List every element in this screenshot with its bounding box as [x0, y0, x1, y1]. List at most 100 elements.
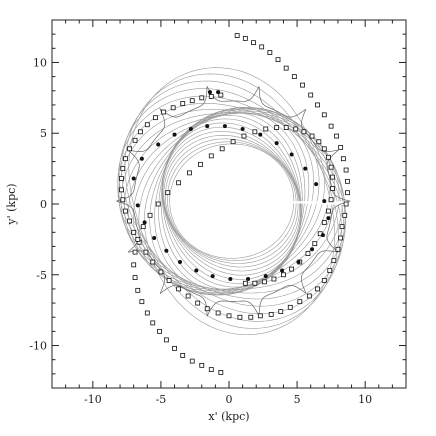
open-square-point [189, 358, 195, 364]
x-axis-label: x' (kpc) [208, 410, 249, 423]
open-square-point [198, 161, 203, 167]
open-square-point [315, 286, 320, 292]
open-square-point [241, 133, 247, 139]
open-square-point [187, 170, 192, 176]
open-square-point [308, 92, 314, 98]
open-square-point [267, 50, 273, 55]
open-square-point [293, 126, 299, 132]
filled-point [228, 277, 233, 282]
open-square-point [132, 249, 138, 255]
open-square-point [176, 286, 182, 292]
open-square-point [289, 266, 295, 272]
open-square-point [321, 219, 327, 225]
open-square-point [278, 309, 284, 314]
open-square-point [274, 125, 280, 130]
orbit-loop [117, 95, 346, 307]
open-square-point [157, 328, 162, 334]
orbit-loop [121, 80, 343, 322]
open-square-point [199, 95, 205, 101]
open-square-point [163, 337, 169, 343]
open-square-point [218, 370, 224, 375]
filled-point [246, 277, 251, 282]
orbit-loop [133, 109, 331, 293]
open-square-point [138, 129, 143, 135]
open-square-point [120, 166, 126, 172]
open-square-point [176, 180, 182, 186]
orbit-loop [128, 67, 335, 336]
open-square-point [306, 293, 312, 299]
open-square-point [150, 320, 156, 326]
filled-point [177, 260, 182, 265]
open-square-point [139, 299, 145, 305]
open-square-point [331, 258, 337, 264]
open-square-point [132, 275, 138, 281]
open-square-point [338, 144, 344, 150]
open-square-point [170, 105, 176, 111]
open-square-point [127, 218, 133, 224]
open-square-point [248, 314, 254, 320]
filled-point [296, 260, 301, 265]
open-square-point [316, 139, 322, 145]
open-square-point [283, 125, 289, 130]
open-square-point [271, 276, 277, 282]
open-square-point [237, 314, 243, 320]
filled-point [207, 90, 212, 95]
y-tick-label: 10 [33, 56, 47, 69]
open-square-point [189, 98, 195, 104]
open-square-point [230, 139, 236, 145]
filled-point [258, 132, 263, 137]
orbit-trails [117, 67, 347, 336]
open-square-point [345, 190, 350, 196]
open-square-point [257, 313, 263, 319]
open-square-point [312, 241, 318, 247]
open-square-point [321, 146, 327, 152]
open-square-point [158, 269, 164, 275]
open-square-point [120, 197, 126, 203]
orbit-loop [163, 134, 300, 268]
open-square-point [226, 313, 232, 319]
filled-point [205, 124, 210, 129]
open-square-point [252, 280, 258, 286]
filled-point [240, 126, 245, 131]
open-square-point [204, 306, 210, 312]
filled-point [164, 248, 169, 253]
open-square-point [327, 268, 333, 273]
open-square-point [180, 353, 186, 358]
open-square-point [123, 208, 128, 214]
open-square-point [338, 235, 344, 241]
x-tick-labels: -10 -5 0 5 10 [84, 393, 372, 406]
filled-point [263, 274, 268, 279]
orbit-loop [162, 122, 302, 280]
x-tick-label: 0 [226, 393, 233, 406]
open-square-point [242, 36, 248, 41]
x-tick-label: 5 [294, 393, 301, 406]
orbit-loop [128, 111, 336, 292]
open-square-point [208, 94, 214, 99]
open-square-point [325, 208, 331, 214]
orbit-loop [158, 109, 306, 293]
open-square-point [165, 190, 171, 196]
filled-point [289, 152, 294, 157]
filled-point [210, 274, 215, 279]
filled-point [314, 182, 319, 187]
open-square-point [140, 224, 146, 230]
filled-point [322, 199, 327, 204]
open-square-point [185, 293, 191, 299]
open-square-point [252, 129, 258, 135]
filled-point [310, 247, 315, 252]
open-square-point [135, 236, 141, 242]
open-square-point [340, 156, 346, 162]
filled-point [172, 132, 177, 137]
orbit-loop [124, 73, 339, 329]
open-square-point [180, 101, 186, 106]
filled-point [188, 126, 193, 131]
open-square-point [131, 262, 137, 268]
open-square-point [143, 249, 149, 255]
open-square-point [328, 164, 334, 170]
filled-point [303, 166, 308, 171]
open-square-point [287, 304, 293, 310]
filled-point [156, 142, 161, 147]
open-square-point [123, 156, 128, 162]
orbit-loop [165, 138, 299, 264]
